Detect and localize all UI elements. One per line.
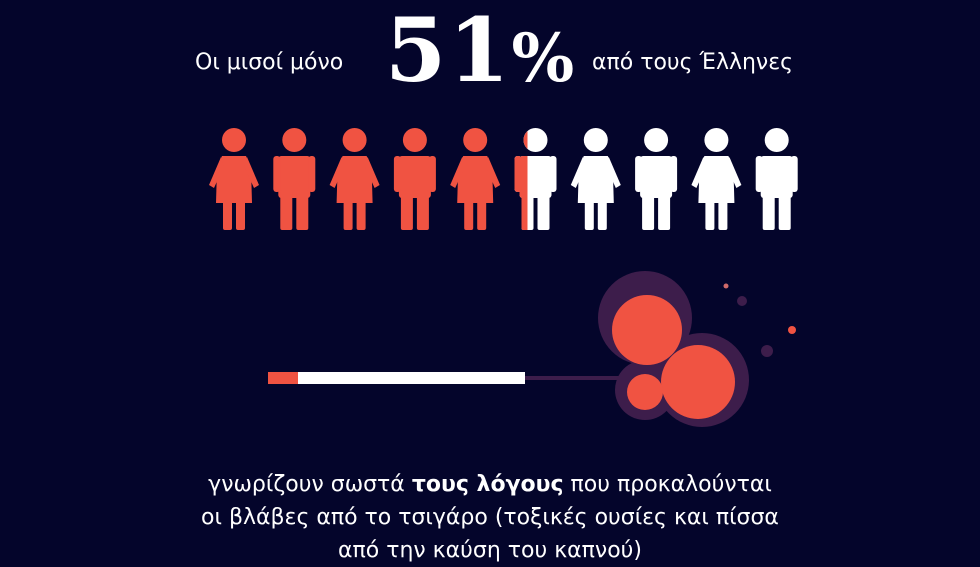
headline-percentage: 51%	[385, 0, 576, 102]
male-figure-icon	[393, 128, 436, 230]
headline: Οι μισοί μόνο 51% από τους Έλληνες	[0, 0, 980, 110]
female-figure-icon	[209, 128, 259, 230]
body-line-1-end: που προκαλούνται	[563, 472, 772, 497]
body-text: γνωρίζουν σωστά τους λόγους που προκαλού…	[0, 468, 980, 567]
body-line-1: γνωρίζουν σωστά τους λόγους που προκαλού…	[0, 468, 980, 501]
female-figure-icon	[570, 128, 621, 230]
percent-sign: %	[511, 19, 577, 97]
male-figure-icon	[273, 128, 316, 230]
body-line-3: από την καύση του καπνού)	[338, 538, 642, 563]
female-figure-icon	[329, 128, 380, 230]
cigarette-filter	[268, 372, 298, 384]
body-line-2: οι βλάβες από το τσιγάρο (τοξικές ουσίες…	[201, 505, 779, 530]
body-emphasis: τους λόγους	[411, 472, 564, 497]
percentage-number: 51	[385, 0, 512, 102]
female-figure-icon	[450, 128, 501, 230]
smoke-cloud-icon	[598, 271, 796, 427]
people-pictogram	[209, 128, 798, 230]
male-figure-icon	[635, 128, 678, 230]
cigarette-body	[298, 372, 525, 384]
male-figure-icon	[755, 128, 798, 230]
cigarette-icon	[268, 271, 796, 427]
male-figure-icon	[514, 128, 557, 230]
body-line-1-start: γνωρίζουν σωστά	[208, 472, 412, 497]
female-figure-icon	[691, 128, 742, 230]
headline-prefix: Οι μισοί μόνο	[195, 50, 344, 75]
headline-suffix: από τους Έλληνες	[592, 50, 794, 75]
